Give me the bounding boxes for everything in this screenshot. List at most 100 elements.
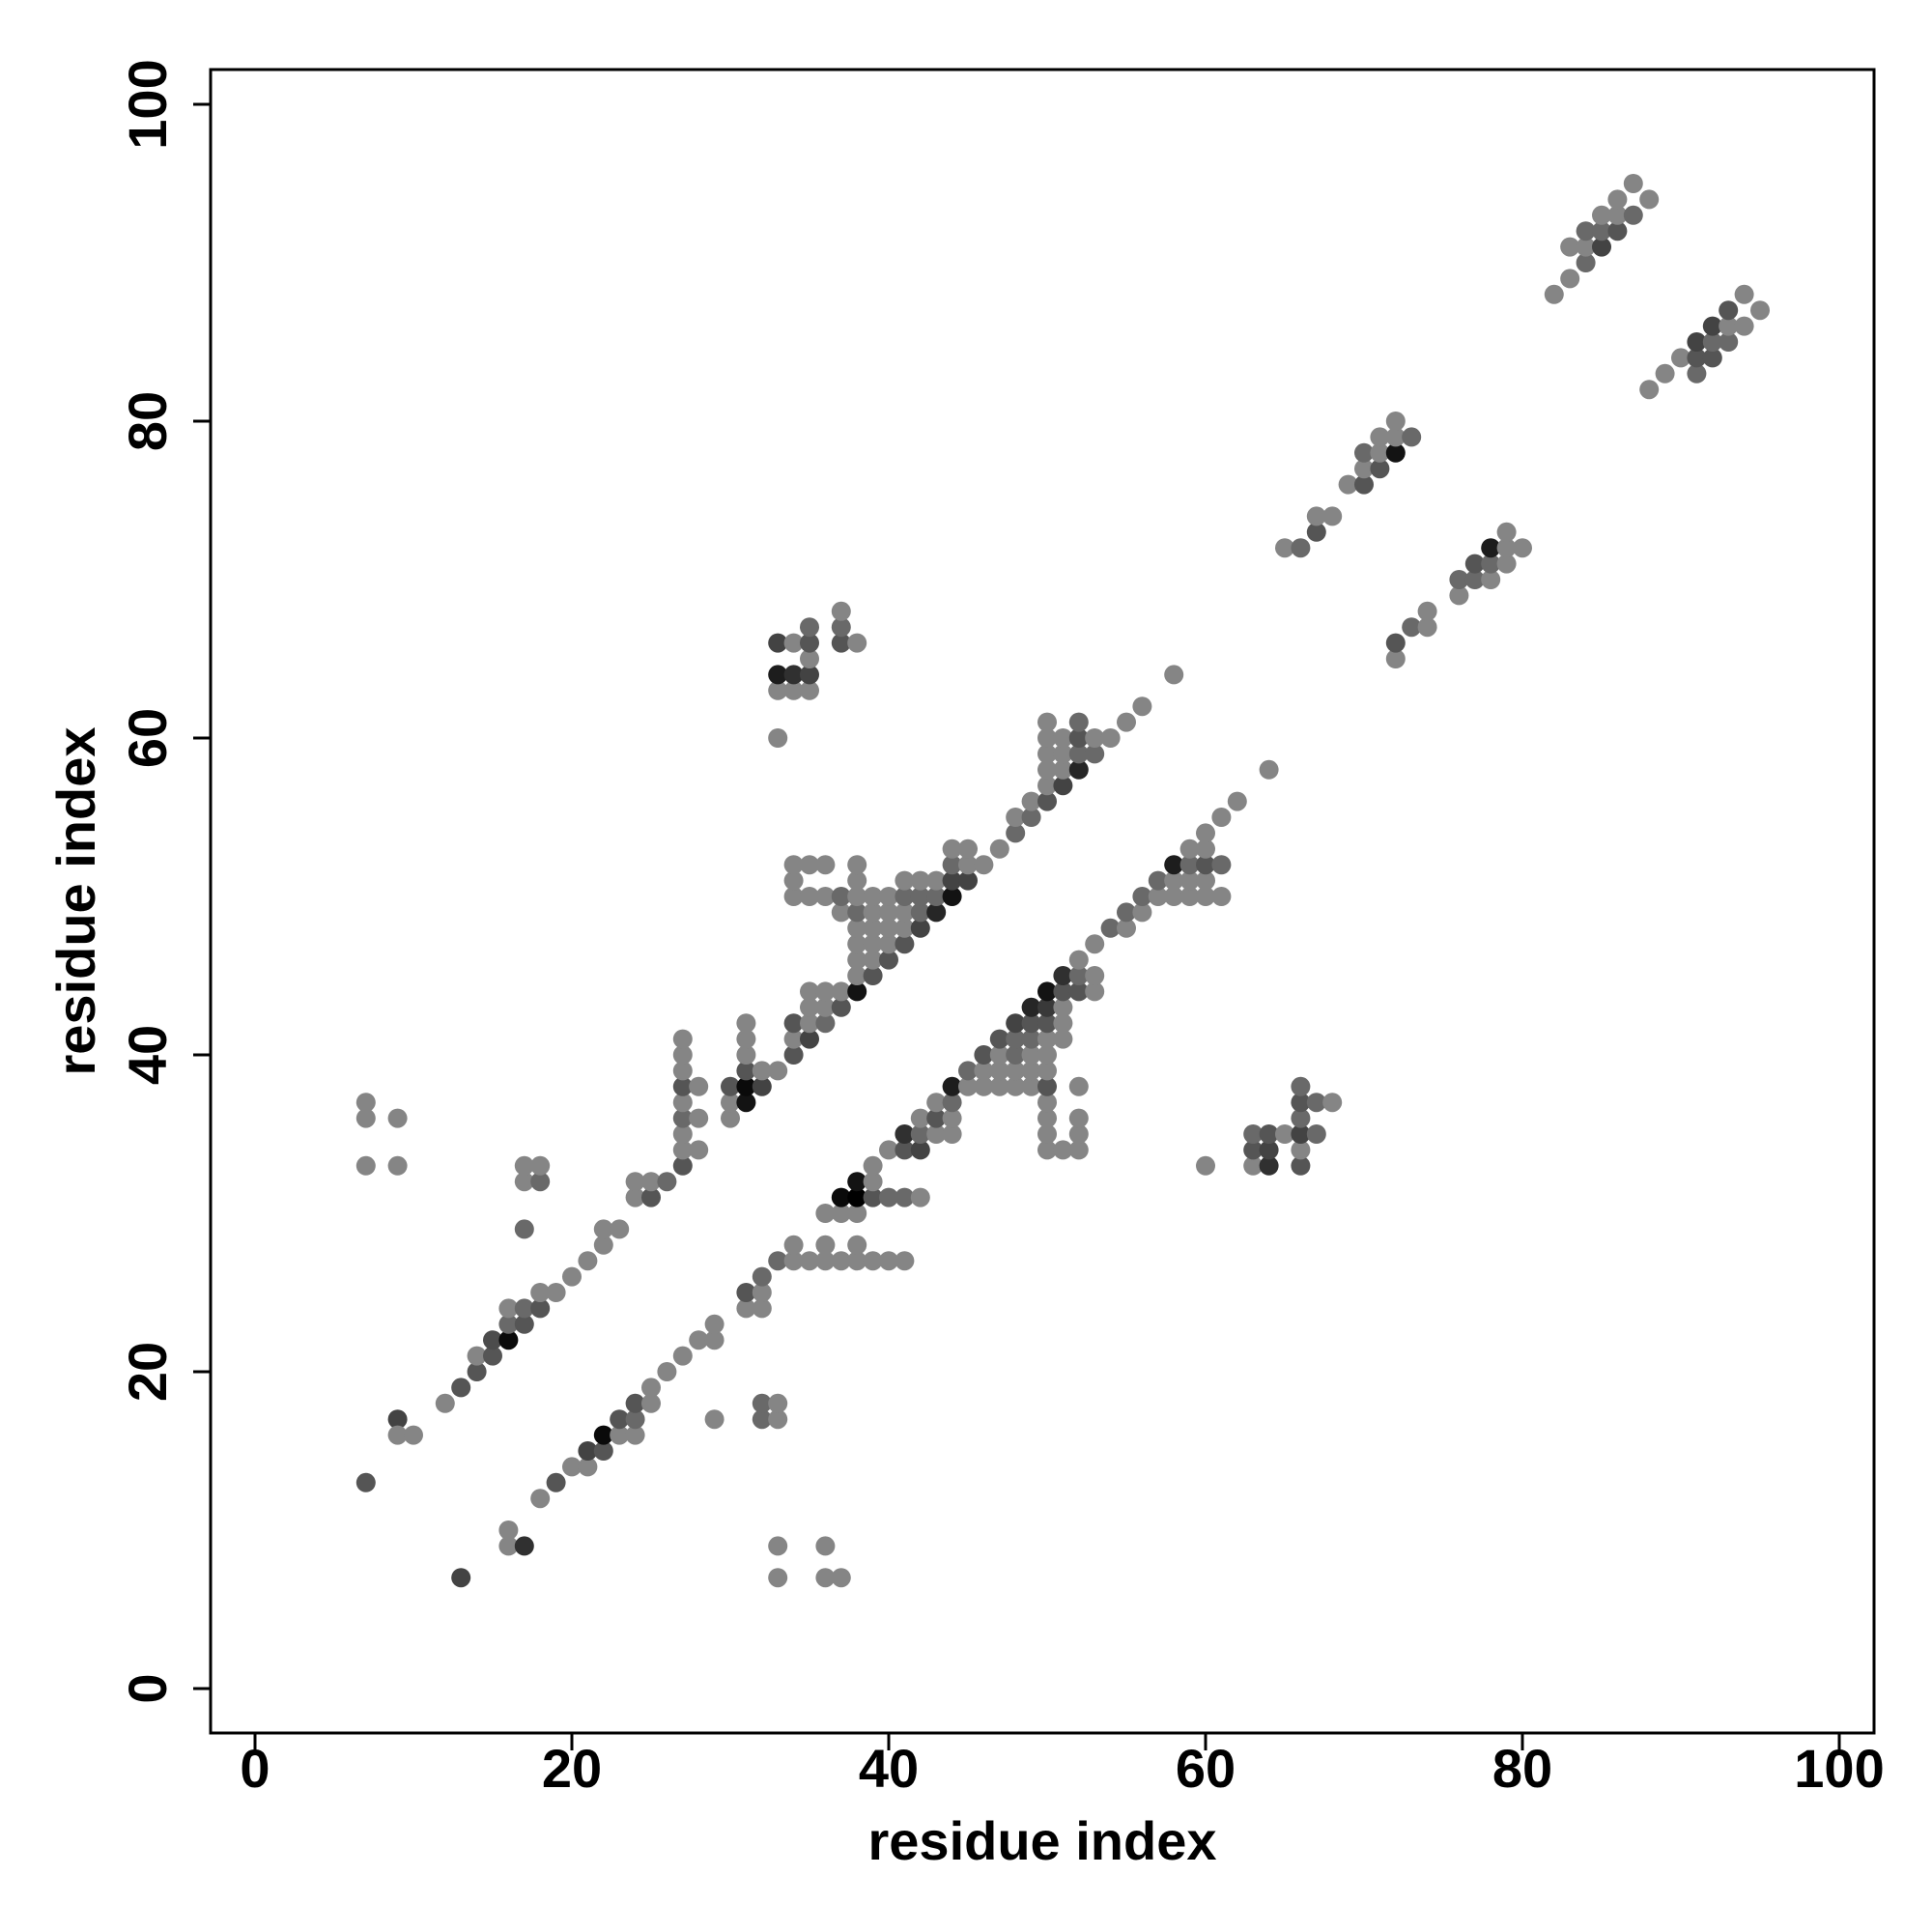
contact-point: [1291, 1155, 1311, 1176]
contact-point: [562, 1266, 582, 1287]
contact-point: [847, 870, 867, 891]
contact-point: [1671, 348, 1690, 368]
contact-point: [895, 1187, 915, 1208]
contact-point: [1243, 1155, 1264, 1176]
contact-point: [783, 1251, 804, 1271]
contact-point: [752, 1283, 772, 1302]
contact-point: [815, 997, 836, 1017]
contact-point: [657, 1172, 677, 1192]
contact-point: [1053, 1029, 1073, 1049]
contact-point: [863, 1187, 883, 1208]
contact-point: [1402, 427, 1422, 447]
contact-point: [404, 1425, 423, 1445]
contact-point: [1068, 1108, 1089, 1128]
contact-point: [1053, 1013, 1073, 1034]
contact-point: [387, 1108, 408, 1128]
contact-point: [1037, 1076, 1057, 1096]
contact-point: [783, 1045, 804, 1065]
contact-point: [1196, 1155, 1215, 1176]
contact-point: [1306, 522, 1326, 542]
contact-point: [800, 665, 819, 685]
contact-point: [451, 1378, 471, 1398]
contact-point: [1481, 554, 1501, 574]
contact-point: [1053, 981, 1073, 1002]
contact-point: [593, 1425, 613, 1445]
contact-point: [736, 1061, 756, 1081]
contact-point: [387, 1409, 408, 1430]
contact-point: [1164, 870, 1184, 891]
contact-point: [1164, 665, 1184, 685]
contact-point: [1687, 332, 1707, 352]
contact-point: [1291, 1076, 1311, 1096]
contact-point: [1068, 950, 1089, 970]
contact-point: [847, 633, 867, 653]
contact-point: [1275, 538, 1294, 558]
contact-point: [1006, 1013, 1026, 1034]
contact-point: [768, 1568, 788, 1588]
contact-point: [1592, 221, 1611, 242]
contact-point: [800, 1029, 819, 1049]
contact-point: [1291, 1124, 1311, 1144]
contact-point: [879, 1140, 898, 1160]
contact-point: [1037, 1045, 1057, 1065]
contact-point: [768, 633, 788, 653]
contact-point: [800, 981, 819, 1002]
contact-point: [800, 1013, 819, 1034]
contact-point: [498, 1314, 519, 1334]
contact-point: [1719, 316, 1739, 336]
x-axis-title: residue index: [867, 1810, 1216, 1871]
contact-point: [736, 1076, 756, 1096]
contact-point: [926, 1124, 947, 1144]
contact-point: [942, 1108, 962, 1128]
contact-point: [815, 981, 836, 1002]
contact-point: [1006, 823, 1026, 843]
contact-point: [1068, 981, 1089, 1002]
contact-point: [1592, 205, 1611, 225]
contact-point: [736, 1045, 756, 1065]
contact-point: [1259, 759, 1279, 780]
contact-point: [514, 1172, 534, 1192]
contact-point: [783, 855, 804, 875]
contact-point: [1021, 997, 1041, 1017]
contact-point: [752, 1298, 772, 1319]
contact-point: [498, 1330, 519, 1350]
contact-point: [1291, 1108, 1311, 1128]
contact-point: [847, 1235, 867, 1255]
contact-point: [815, 1568, 836, 1588]
contact-point: [752, 1061, 772, 1081]
contact-point: [689, 1140, 709, 1160]
contact-point: [768, 680, 788, 700]
contact-point: [863, 1155, 883, 1176]
contact-point: [672, 1346, 693, 1366]
contact-point: [689, 1330, 709, 1350]
contact-point: [1322, 506, 1343, 526]
contact-point: [562, 1457, 582, 1477]
contact-point: [768, 1393, 788, 1413]
contact-point: [1021, 808, 1041, 827]
contact-point: [514, 1298, 534, 1319]
contact-point: [1196, 855, 1215, 875]
contact-point: [641, 1393, 661, 1413]
contact-point: [1117, 712, 1136, 732]
contact-point: [800, 617, 819, 638]
contact-point: [847, 902, 867, 923]
contact-point: [815, 855, 836, 875]
contact-point: [1148, 887, 1168, 906]
contact-point: [847, 887, 867, 906]
contact-point: [1734, 284, 1754, 304]
y-axis: 0 20 40 60 80 100: [117, 59, 211, 1704]
contact-point: [530, 1155, 551, 1176]
contact-point: [704, 1330, 724, 1350]
contact-point: [1211, 808, 1232, 827]
contact-point: [530, 1283, 551, 1302]
contact-point: [1196, 823, 1215, 843]
contact-point: [815, 1204, 836, 1223]
contact-point: [800, 997, 819, 1017]
contact-point: [974, 1061, 994, 1081]
contact-point: [593, 1219, 613, 1239]
contact-point: [1464, 570, 1485, 589]
contact-point: [1750, 300, 1770, 321]
contact-point: [863, 887, 883, 906]
contact-point: [815, 887, 836, 906]
contact-point: [1513, 538, 1532, 558]
